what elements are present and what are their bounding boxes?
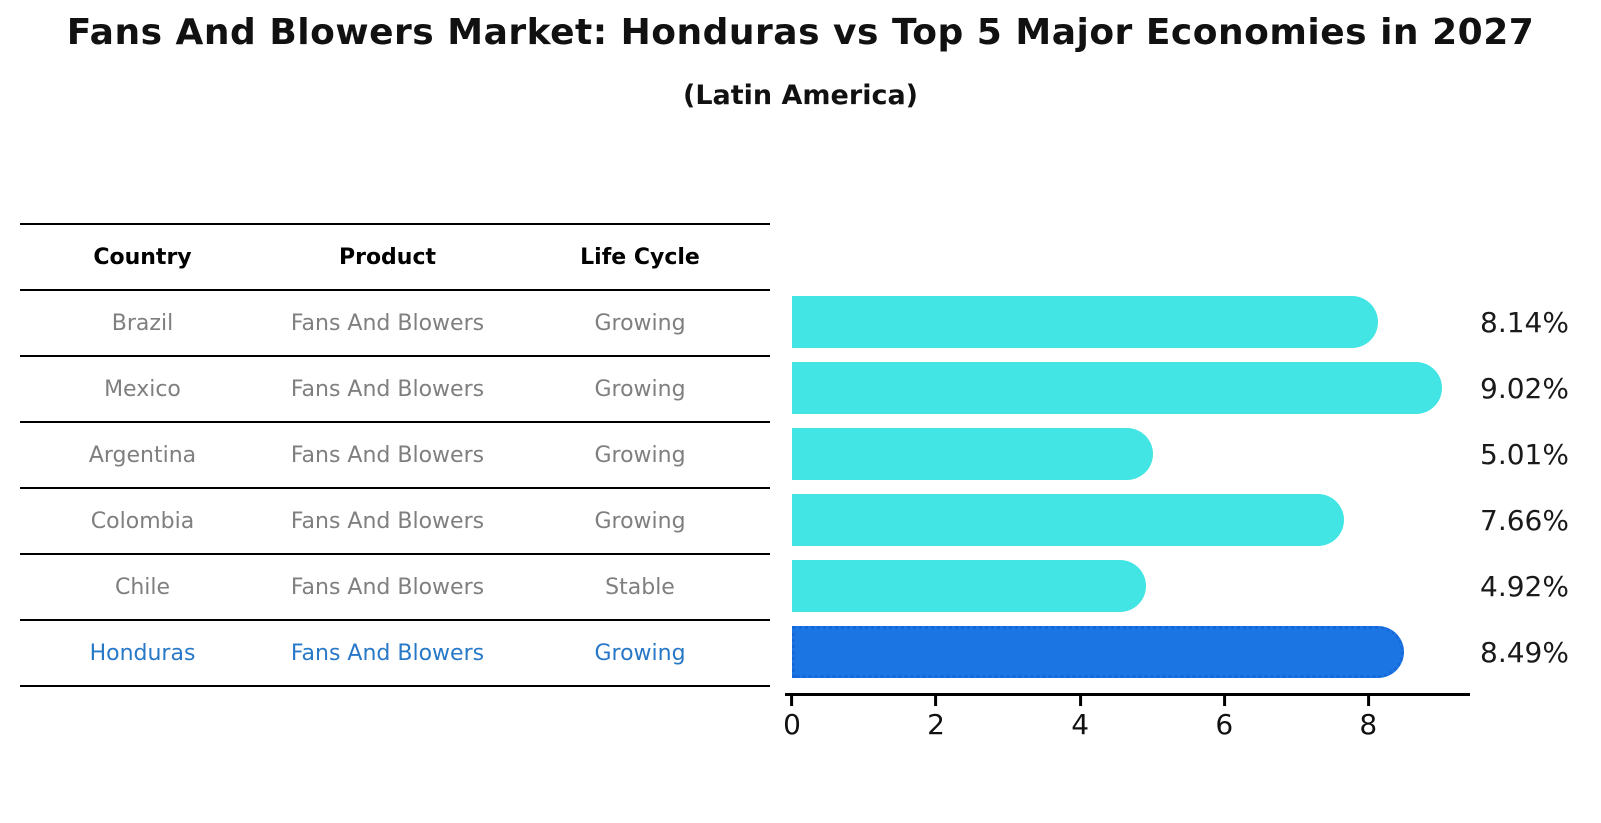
tick-label: 8 bbox=[1359, 708, 1378, 741]
x-axis-tick-6: 6 bbox=[1215, 696, 1233, 741]
cell-product: Fans And Blowers bbox=[290, 508, 485, 534]
cell-life-cycle: Growing bbox=[594, 442, 686, 468]
tick-label: 2 bbox=[927, 708, 945, 741]
chart-title: Fans And Blowers Market: Honduras vs Top… bbox=[66, 12, 1535, 53]
tick-mark bbox=[1078, 696, 1082, 706]
cell-product: Fans And Blowers bbox=[290, 442, 485, 468]
table-row-mexico: Mexico Fans And Blowers Growing bbox=[20, 357, 770, 423]
cell-life-cycle: Growing bbox=[594, 376, 686, 402]
value-label-honduras: 8.49% bbox=[1480, 635, 1569, 669]
x-axis-line bbox=[785, 693, 1470, 696]
bar-plot-area bbox=[792, 289, 1462, 685]
cell-product: Fans And Blowers bbox=[290, 310, 485, 336]
cell-country: Argentina bbox=[88, 442, 197, 468]
value-label-chile: 4.92% bbox=[1480, 569, 1569, 603]
table-row-honduras: Honduras Fans And Blowers Growing bbox=[20, 621, 770, 687]
cell-country: Brazil bbox=[111, 310, 174, 336]
cell-life-cycle: Growing bbox=[594, 640, 686, 666]
table-row-colombia: Colombia Fans And Blowers Growing bbox=[20, 489, 770, 555]
chart-subtitle: (Latin America) bbox=[682, 80, 919, 111]
x-axis: 0 2 4 6 8 bbox=[783, 696, 1462, 756]
value-label-mexico: 9.02% bbox=[1480, 371, 1569, 405]
bar-honduras bbox=[792, 626, 1404, 678]
bar-row bbox=[792, 421, 1462, 487]
x-axis-tick-2: 2 bbox=[927, 696, 945, 741]
table-header-row: Country Product Life Cycle bbox=[20, 225, 770, 291]
header-cell-life-cycle: Life Cycle bbox=[580, 244, 700, 270]
bar-chile bbox=[792, 560, 1147, 612]
tick-label: 0 bbox=[783, 708, 801, 741]
cell-country: Colombia bbox=[90, 508, 195, 534]
x-axis-tick-4: 4 bbox=[1071, 696, 1089, 741]
bar-row bbox=[792, 487, 1462, 553]
header-cell-country: Country bbox=[93, 244, 192, 270]
table-row-argentina: Argentina Fans And Blowers Growing bbox=[20, 423, 770, 489]
bar-row bbox=[792, 289, 1462, 355]
tick-mark bbox=[934, 696, 938, 706]
cell-product: Fans And Blowers bbox=[290, 574, 485, 600]
bar-row bbox=[792, 553, 1462, 619]
bar-brazil bbox=[792, 296, 1379, 348]
cell-product: Fans And Blowers bbox=[290, 376, 485, 402]
cell-country: Honduras bbox=[89, 640, 196, 666]
value-label-argentina: 5.01% bbox=[1480, 437, 1569, 471]
cell-product: Fans And Blowers bbox=[290, 640, 485, 666]
x-axis-tick-0: 0 bbox=[783, 696, 801, 741]
tick-mark bbox=[1222, 696, 1226, 706]
tick-mark bbox=[1366, 696, 1370, 706]
header-cell-product: Product bbox=[338, 244, 437, 270]
value-label-column: 8.14% 9.02% 5.01% 7.66% 4.92% 8.49% bbox=[1480, 289, 1600, 685]
cell-life-cycle: Growing bbox=[594, 310, 686, 336]
value-label-brazil: 8.14% bbox=[1480, 305, 1569, 339]
tick-label: 6 bbox=[1215, 708, 1234, 741]
tick-mark bbox=[790, 696, 794, 706]
bar-argentina bbox=[792, 428, 1153, 480]
bar-row bbox=[792, 355, 1462, 421]
table-row-brazil: Brazil Fans And Blowers Growing bbox=[20, 291, 770, 357]
cell-life-cycle: Stable bbox=[605, 574, 675, 600]
bar-row bbox=[792, 619, 1462, 685]
tick-label: 4 bbox=[1071, 708, 1090, 741]
comparison-table: Country Product Life Cycle Brazil Fans A… bbox=[20, 223, 770, 687]
table-row-chile: Chile Fans And Blowers Stable bbox=[20, 555, 770, 621]
cell-life-cycle: Growing bbox=[594, 508, 686, 534]
value-label-colombia: 7.66% bbox=[1480, 503, 1569, 537]
x-axis-tick-8: 8 bbox=[1359, 696, 1377, 741]
bar-colombia bbox=[792, 494, 1344, 546]
bar-mexico bbox=[792, 362, 1442, 414]
cell-country: Chile bbox=[114, 574, 171, 600]
cell-country: Mexico bbox=[104, 376, 181, 402]
